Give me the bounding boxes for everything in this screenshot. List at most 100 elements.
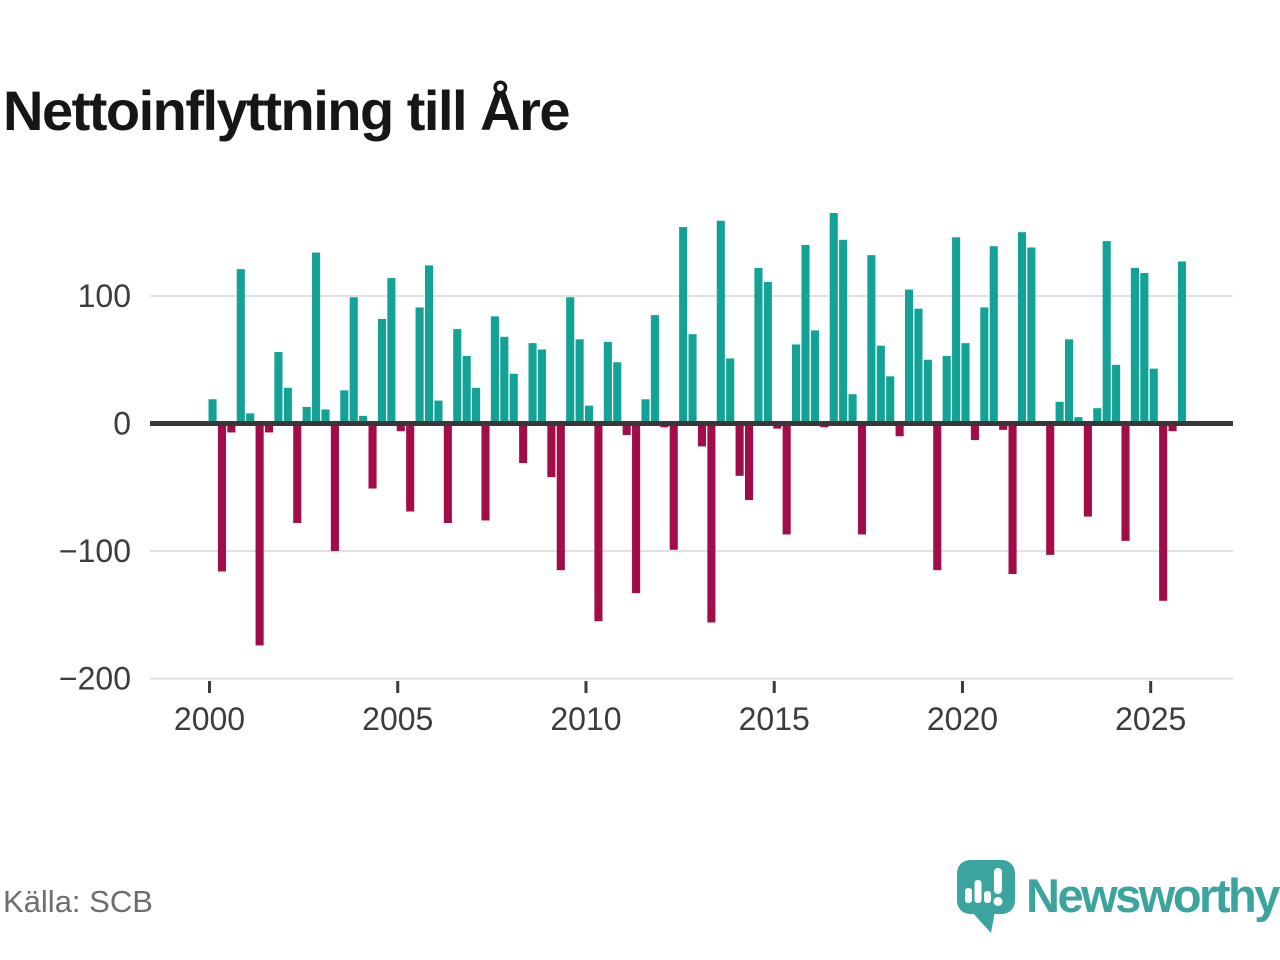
bar-2003-q1 [321,409,330,424]
bar-2007-q3 [490,316,499,424]
bar-2025-q4 [1177,261,1187,424]
bar-2023-q1 [1074,417,1083,424]
bar-chart-speech-bubble-icon [957,860,1015,933]
bar-2000-q3 [227,423,236,433]
bar-2013-q3 [716,220,725,424]
x-tick-label-2000: 2000 [174,701,245,737]
bar-2001-q3 [264,423,274,433]
bar-2023-q3 [1093,408,1102,424]
bar-2009-q4 [575,339,584,424]
bar-2015-q4 [801,244,810,424]
bar-2014-q4 [763,281,772,424]
bar-2011-q2 [632,423,641,594]
bar-2001-q1 [246,413,255,424]
bar-2002-q1 [283,387,292,424]
bar-2004-q4 [387,278,396,424]
bar-2003-q3 [340,390,349,424]
bar-2009-q3 [566,297,575,424]
bar-2020-q1 [961,343,970,424]
bar-2017-q2 [857,423,867,535]
source-label: Källa: SCB [3,884,153,919]
bar-2008-q4 [537,349,547,424]
bar-2004-q1 [359,415,368,424]
bar-2009-q1 [547,423,556,478]
bar-2018-q1 [886,376,895,424]
bar-2024-q1 [1112,364,1121,424]
bar-2002-q4 [312,252,321,424]
bar-2020-q3 [980,307,989,424]
bar-2019-q1 [923,359,932,424]
bar-2020-q2 [970,423,979,441]
bar-2002-q3 [302,406,311,424]
bar-2025-q3 [1168,423,1177,432]
bar-2023-q4 [1102,241,1111,424]
newsworthy-logo: Newsworthy [950,855,1280,935]
bar-2020-q4 [989,246,998,424]
x-tick-label-2015: 2015 [739,701,810,737]
bar-2015-q3 [792,344,801,424]
bar-2001-q2 [255,423,264,646]
bar-2021-q2 [1008,423,1017,575]
bar-2006-q1 [434,400,443,424]
bar-2008-q2 [519,423,528,464]
bar-2017-q1 [848,394,857,424]
bar-2004-q2 [368,423,377,489]
bar-2025-q1 [1149,368,1158,424]
bar-2006-q4 [462,355,471,424]
page-title: Nettoinflyttning till Åre [3,78,571,142]
x-tick-label-2010: 2010 [550,701,621,737]
bar-2010-q3 [603,341,612,424]
bar-2025-q2 [1159,423,1168,601]
bar-2002-q2 [293,423,302,523]
bar-2001-q4 [274,352,283,424]
bar-2019-q3 [942,355,951,424]
y-tick-label--200: −200 [59,661,131,697]
bar-2005-q2 [406,423,415,512]
bar-2021-q4 [1027,247,1036,424]
bar-2015-q2 [782,423,791,535]
bar-2013-q4 [726,358,735,424]
bar-2016-q3 [829,213,838,424]
bar-2014-q1 [735,423,744,476]
bar-2012-q4 [688,334,697,424]
bar-2000-q1 [208,399,217,424]
bar-2010-q4 [613,362,622,424]
bar-2013-q1 [697,423,707,447]
x-tick-label-2025: 2025 [1115,701,1186,737]
bar-2011-q4 [650,315,659,424]
bar-2019-q2 [933,423,942,571]
bar-2010-q1 [584,405,594,424]
bar-2006-q2 [443,423,452,523]
x-tick-label-2005: 2005 [362,701,433,737]
bar-2016-q1 [810,330,819,424]
bar-2022-q4 [1064,339,1074,424]
bar-2007-q1 [472,387,481,424]
bar-2013-q2 [707,423,716,623]
bar-2004-q3 [377,318,387,424]
bar-2017-q4 [876,345,885,424]
y-tick-label-0: 0 [113,406,131,442]
bar-2016-q4 [839,239,848,424]
bar-2018-q4 [914,308,923,424]
bar-2021-q3 [1017,232,1027,424]
bar-2012-q3 [679,227,688,424]
bar-2006-q3 [453,329,462,424]
bar-2003-q2 [330,423,339,552]
bar-2019-q4 [952,237,961,424]
bar-2005-q4 [424,265,434,424]
bar-2012-q2 [669,423,678,550]
bar-2024-q4 [1140,272,1149,424]
bar-2023-q2 [1083,423,1092,517]
x-tick-label-2020: 2020 [927,701,998,737]
newsworthy-wordmark: Newsworthy [1026,869,1280,922]
bar-2009-q2 [556,423,565,571]
bar-2024-q2 [1121,423,1130,541]
bar-2000-q4 [236,269,245,424]
bar-2011-q3 [641,399,650,424]
bar-2015-q1 [773,423,782,429]
bar-2014-q2 [744,423,754,501]
bar-2008-q3 [528,343,537,424]
bar-2014-q3 [754,267,763,424]
bar-2017-q3 [867,255,876,424]
